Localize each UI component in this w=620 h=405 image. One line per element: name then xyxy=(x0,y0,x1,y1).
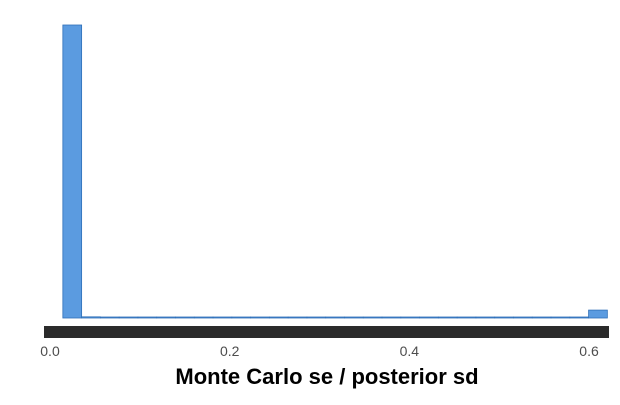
histogram-bar xyxy=(588,309,608,319)
x-axis-band xyxy=(44,326,609,338)
x-tick-label: 0.4 xyxy=(400,343,420,359)
histogram-bar xyxy=(475,316,496,319)
histogram-bar xyxy=(118,316,139,319)
histogram-bar xyxy=(513,316,533,319)
histogram-bar xyxy=(531,316,552,319)
histogram-bar xyxy=(287,316,308,319)
x-tick-label: 0.2 xyxy=(220,343,240,359)
histogram-bar xyxy=(400,316,421,319)
histogram-bar xyxy=(325,316,345,319)
histogram-bar xyxy=(381,316,402,319)
x-tick-labels: 0.0 0.2 0.4 0.6 xyxy=(40,343,599,359)
histogram-bar xyxy=(175,316,195,319)
histogram-bar xyxy=(344,316,364,319)
histogram-bar xyxy=(231,316,252,319)
x-axis-title: Monte Carlo se / posterior sd xyxy=(175,364,478,389)
histogram-bar xyxy=(268,316,289,319)
histogram-bar xyxy=(193,316,214,319)
histogram-bar xyxy=(250,316,270,319)
histogram-bar xyxy=(100,316,120,319)
histogram-bar xyxy=(569,316,589,319)
histogram-bar xyxy=(306,316,327,319)
histogram-bar xyxy=(362,316,383,319)
histogram-bar xyxy=(437,316,458,319)
histogram-bar xyxy=(550,316,571,319)
histogram-bar xyxy=(81,316,101,319)
bars-layer xyxy=(62,24,608,319)
histogram-bar xyxy=(156,316,176,319)
histogram-bar xyxy=(212,316,233,319)
x-tick-label: 0.0 xyxy=(40,343,60,359)
histogram-bar xyxy=(494,316,514,319)
histogram-bar xyxy=(419,316,439,319)
histogram-bar xyxy=(137,316,158,319)
histogram-bar xyxy=(62,24,83,319)
histogram-bar xyxy=(456,316,477,319)
x-tick-label: 0.6 xyxy=(579,343,599,359)
